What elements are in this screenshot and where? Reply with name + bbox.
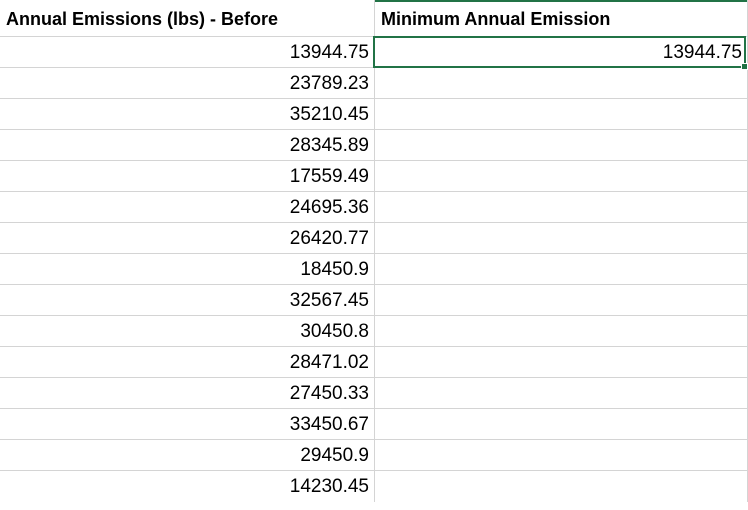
column-a: Annual Emissions (lbs) - Before 13944.75… bbox=[0, 0, 375, 502]
fill-handle[interactable] bbox=[741, 63, 748, 70]
cell-b7[interactable] bbox=[375, 192, 748, 223]
cell-b14[interactable] bbox=[375, 409, 748, 440]
cell-a16[interactable]: 14230.45 bbox=[0, 471, 375, 502]
cell-a10[interactable]: 32567.45 bbox=[0, 285, 375, 316]
cell-a4[interactable]: 35210.45 bbox=[0, 99, 375, 130]
cell-a11[interactable]: 30450.8 bbox=[0, 316, 375, 347]
column-a-header-cell[interactable]: Annual Emissions (lbs) - Before bbox=[0, 0, 375, 37]
cell-a5[interactable]: 28345.89 bbox=[0, 130, 375, 161]
cell-b9[interactable] bbox=[375, 254, 748, 285]
cell-a7[interactable]: 24695.36 bbox=[0, 192, 375, 223]
cell-b5[interactable] bbox=[375, 130, 748, 161]
cell-b3[interactable] bbox=[375, 68, 748, 99]
column-b-header-cell[interactable]: Minimum Annual Emission bbox=[375, 0, 748, 37]
cell-a2[interactable]: 13944.75 bbox=[0, 37, 375, 68]
cell-b2[interactable]: 13944.75 bbox=[375, 37, 748, 68]
cell-b12[interactable] bbox=[375, 347, 748, 378]
column-b: Minimum Annual Emission 13944.75 bbox=[375, 0, 748, 502]
cell-a9[interactable]: 18450.9 bbox=[0, 254, 375, 285]
cell-b6[interactable] bbox=[375, 161, 748, 192]
cell-a12[interactable]: 28471.02 bbox=[0, 347, 375, 378]
cell-a13[interactable]: 27450.33 bbox=[0, 378, 375, 409]
cell-a14[interactable]: 33450.67 bbox=[0, 409, 375, 440]
cell-a15[interactable]: 29450.9 bbox=[0, 440, 375, 471]
cell-b11[interactable] bbox=[375, 316, 748, 347]
cell-b8[interactable] bbox=[375, 223, 748, 254]
cell-b15[interactable] bbox=[375, 440, 748, 471]
cell-a3[interactable]: 23789.23 bbox=[0, 68, 375, 99]
cell-b10[interactable] bbox=[375, 285, 748, 316]
cell-b13[interactable] bbox=[375, 378, 748, 409]
cell-b16[interactable] bbox=[375, 471, 748, 502]
column-b-header-accent bbox=[375, 0, 748, 2]
cell-b4[interactable] bbox=[375, 99, 748, 130]
cell-a8[interactable]: 26420.77 bbox=[0, 223, 375, 254]
cell-a6[interactable]: 17559.49 bbox=[0, 161, 375, 192]
